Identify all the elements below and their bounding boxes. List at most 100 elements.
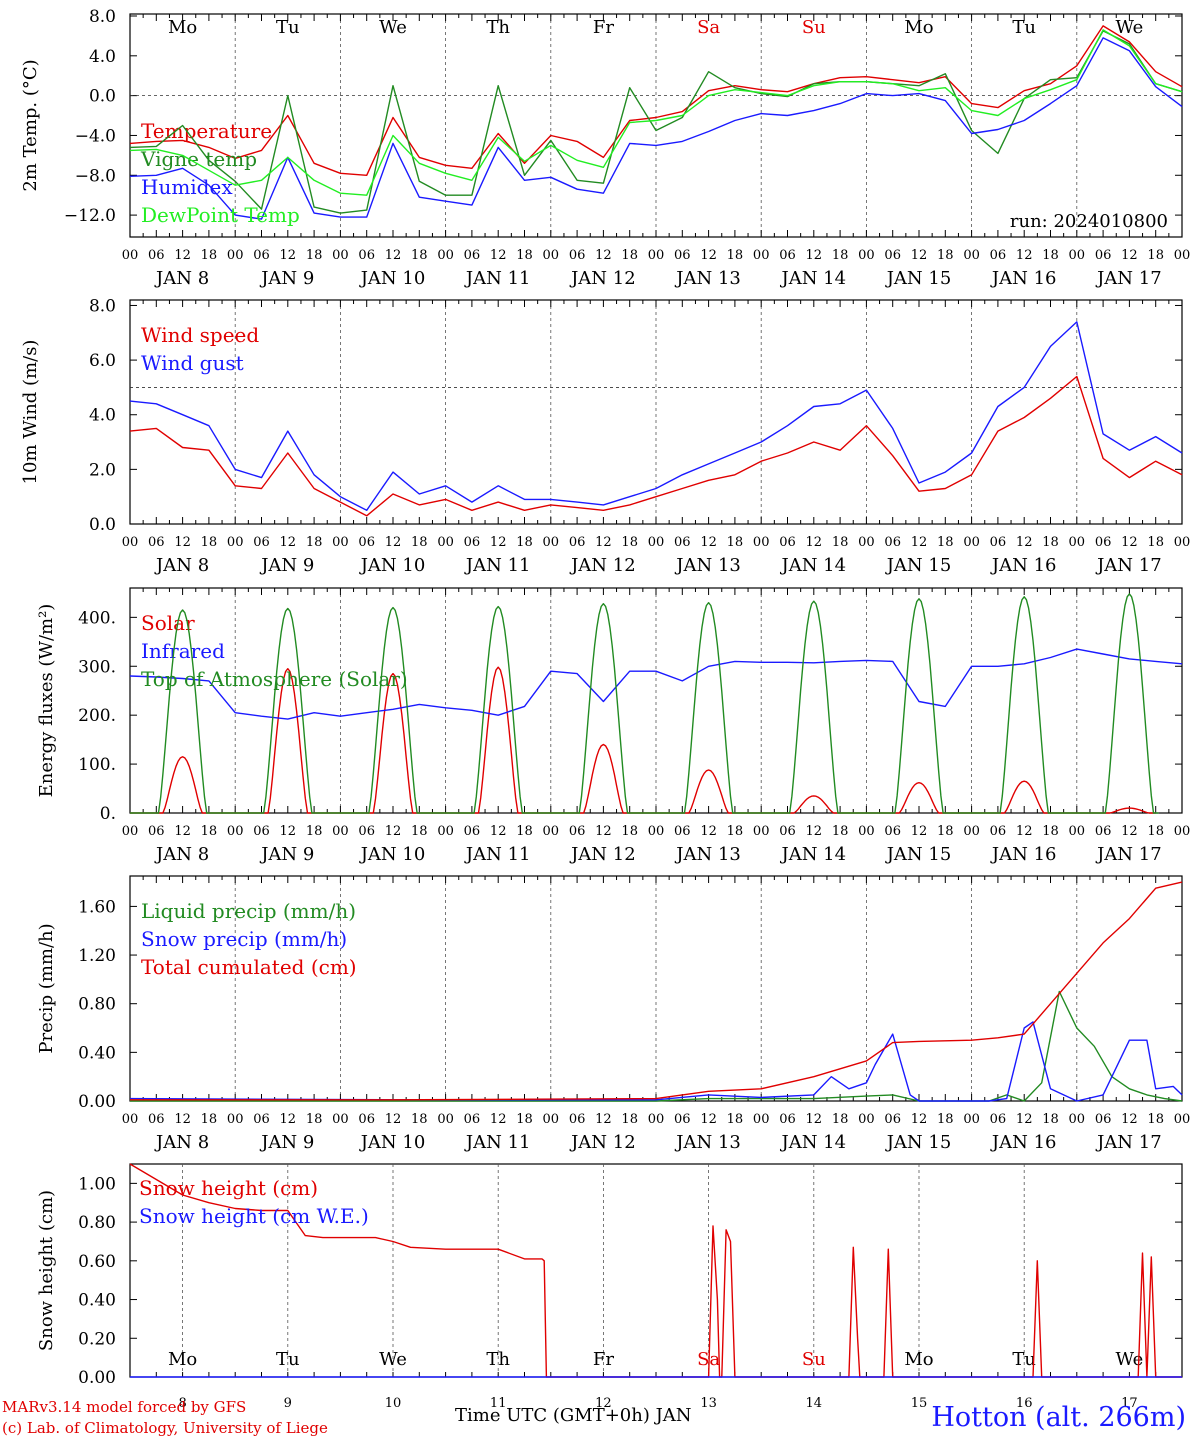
hour-tick-label: 18 — [937, 1112, 954, 1127]
hour-tick-label: 12 — [1016, 248, 1033, 263]
day-number-label: 16 — [1016, 1396, 1033, 1411]
hour-tick-label: 12 — [806, 1112, 823, 1127]
y-tick-label: 0.0 — [89, 515, 116, 535]
hour-tick-label: 12 — [806, 248, 823, 263]
hour-tick-label: 12 — [700, 535, 717, 550]
hour-tick-label: 00 — [437, 824, 454, 839]
y-tick-label: 0.80 — [78, 995, 116, 1015]
date-label: JAN 16 — [990, 1132, 1057, 1153]
hour-tick-label: 18 — [832, 535, 849, 550]
hour-tick-label: 06 — [569, 824, 586, 839]
legend-label: Wind gust — [141, 351, 244, 375]
hour-tick-label: 00 — [858, 824, 875, 839]
hour-tick-label: 00 — [648, 824, 665, 839]
hour-tick-label: 06 — [990, 1112, 1007, 1127]
series-line-liquid-precip-mm-h- — [130, 990, 1183, 1102]
date-label: JAN 9 — [259, 555, 314, 576]
hour-tick-label: 00 — [1174, 1112, 1191, 1127]
hour-tick-label: 12 — [1121, 535, 1138, 550]
hour-tick-label: 12 — [1016, 535, 1033, 550]
day-number-label: 13 — [700, 1396, 717, 1411]
y-tick-label: 0.80 — [78, 1213, 116, 1233]
hour-tick-label: 06 — [884, 824, 901, 839]
day-number-label: 14 — [806, 1396, 823, 1411]
plot-frame-wind — [129, 299, 1183, 525]
legend-label: Total cumulated (cm) — [141, 955, 357, 979]
y-tick-label: 0.00 — [78, 1092, 116, 1112]
hour-tick-label: 00 — [332, 1112, 349, 1127]
date-label: JAN 17 — [1095, 1132, 1162, 1153]
date-label: JAN 8 — [154, 1132, 209, 1153]
hour-tick-label: 12 — [280, 1112, 297, 1127]
series-line-dewpoint-temp — [129, 29, 1183, 196]
hour-tick-label: 12 — [595, 1112, 612, 1127]
date-label: JAN 14 — [780, 1132, 847, 1153]
hour-tick-label: 18 — [306, 535, 323, 550]
y-axis-title: Energy fluxes (W/m²) — [36, 604, 57, 798]
date-label: JAN 9 — [259, 268, 314, 289]
hour-tick-label: 00 — [858, 248, 875, 263]
hour-tick-label: 06 — [148, 824, 165, 839]
day-number-label: 8 — [178, 1396, 186, 1411]
hour-tick-label: 18 — [727, 248, 744, 263]
hour-tick-label: 18 — [832, 1112, 849, 1127]
y-tick-label: 6.0 — [89, 351, 116, 371]
hour-tick-label: 00 — [543, 824, 560, 839]
hour-tick-label: 00 — [332, 824, 349, 839]
hour-tick-label: 06 — [779, 1112, 796, 1127]
hour-tick-label: 06 — [148, 535, 165, 550]
date-label: JAN 15 — [885, 268, 952, 289]
hour-tick-label: 18 — [621, 1112, 638, 1127]
hour-tick-label: 18 — [1147, 535, 1164, 550]
hour-tick-label: 00 — [963, 535, 980, 550]
date-label: JAN 11 — [464, 844, 531, 865]
hour-tick-label: 12 — [911, 535, 928, 550]
y-tick-label: 4.0 — [89, 406, 116, 426]
hour-tick-label: 06 — [569, 1112, 586, 1127]
weekday-label: Th — [486, 17, 510, 38]
hour-tick-label: 00 — [858, 1112, 875, 1127]
hour-tick-label: 00 — [1174, 248, 1191, 263]
y-tick-label: 8.0 — [89, 296, 116, 316]
hour-tick-label: 06 — [253, 1112, 270, 1127]
hour-tick-label: 18 — [621, 535, 638, 550]
date-label: JAN 13 — [674, 844, 741, 865]
hour-tick-label: 06 — [358, 1112, 375, 1127]
hour-tick-label: 00 — [543, 1112, 560, 1127]
hour-tick-label: 06 — [990, 248, 1007, 263]
hour-tick-label: 18 — [1042, 248, 1059, 263]
credit-line-2: (c) Lab. of Climatology, University of L… — [2, 1419, 328, 1437]
date-label: JAN 8 — [154, 555, 209, 576]
hour-tick-label: 12 — [1121, 824, 1138, 839]
legend-label: Temperature — [141, 119, 272, 143]
date-label: JAN 17 — [1095, 555, 1162, 576]
y-tick-label: −12.0 — [64, 206, 116, 226]
series-line-infrared — [129, 648, 1183, 720]
hour-tick-label: 18 — [201, 248, 218, 263]
hour-tick-label: 18 — [516, 824, 533, 839]
hour-tick-label: 00 — [753, 824, 770, 839]
date-label: JAN 8 — [154, 268, 209, 289]
hour-tick-label: 06 — [674, 248, 691, 263]
y-tick-label: 200. — [78, 706, 116, 726]
y-axis-title: Snow height (cm) — [36, 1190, 57, 1351]
hour-tick-label: 00 — [122, 1112, 139, 1127]
date-label: JAN 10 — [359, 1132, 426, 1153]
date-label: JAN 17 — [1095, 844, 1162, 865]
date-label: JAN 12 — [569, 844, 636, 865]
hour-tick-label: 12 — [1016, 824, 1033, 839]
date-label: JAN 9 — [259, 844, 314, 865]
date-label: JAN 11 — [464, 268, 531, 289]
legend-label: Liquid precip (mm/h) — [141, 899, 356, 923]
hour-tick-label: 00 — [648, 248, 665, 263]
weekday-label: Tu — [276, 1349, 300, 1370]
hour-tick-label: 00 — [122, 248, 139, 263]
legend-label: Wind speed — [141, 323, 259, 347]
hour-tick-label: 12 — [385, 248, 402, 263]
y-tick-label: 100. — [78, 755, 116, 775]
hour-tick-label: 12 — [385, 824, 402, 839]
hour-tick-label: 18 — [1147, 824, 1164, 839]
date-label: JAN 10 — [359, 555, 426, 576]
date-label: JAN 8 — [154, 844, 209, 865]
weekday-label: Mo — [168, 17, 197, 38]
